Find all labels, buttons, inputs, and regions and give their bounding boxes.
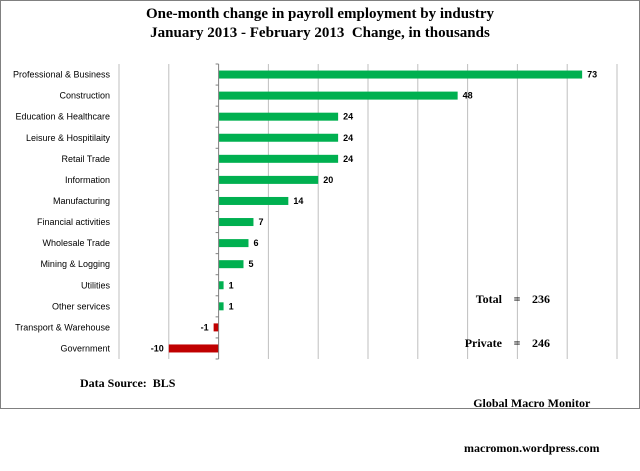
data-label: 14 (293, 196, 303, 206)
category-label: Manufacturing (53, 196, 110, 206)
category-label: Construction (59, 91, 110, 101)
category-label: Education & Healthcare (15, 112, 110, 122)
category-label: Mining & Logging (40, 259, 110, 269)
bar (218, 112, 339, 121)
data-label: 20 (323, 175, 333, 185)
private-row: Private = 246 (452, 336, 560, 350)
total-row: Total = 236 (452, 292, 560, 306)
credit-name: Global Macro Monitor (473, 396, 591, 410)
bar (218, 175, 319, 184)
total-equals: = (513, 292, 521, 306)
category-label: Professional & Business (13, 70, 111, 80)
bar (218, 239, 249, 248)
category-label: Leisure & Hospitilaity (26, 133, 111, 143)
data-label: -1 (201, 322, 209, 332)
chart-title: One-month change in payroll employment b… (0, 5, 640, 43)
bar (168, 344, 219, 353)
totals-box: Total = 236 Private = 246 (452, 262, 560, 365)
data-label: 24 (343, 133, 353, 143)
category-label: Information (65, 175, 110, 185)
private-equals: = (513, 336, 521, 350)
data-label: 1 (229, 280, 234, 290)
data-label: 7 (258, 217, 263, 227)
data-label: 5 (249, 259, 254, 269)
category-label: Government (60, 343, 110, 353)
data-label: 1 (229, 301, 234, 311)
chart-title-line1: One-month change in payroll employment b… (145, 6, 495, 22)
bar (218, 260, 244, 269)
category-label: Other services (52, 301, 111, 311)
credit-url: macromon.wordpress.com (464, 441, 600, 455)
data-label: -10 (151, 343, 164, 353)
data-label: 24 (343, 112, 353, 122)
private-value: 246 (532, 336, 550, 350)
chart-frame (0, 0, 640, 409)
private-label: Private (464, 336, 502, 350)
data-label: 24 (343, 154, 353, 164)
bar (213, 323, 219, 332)
data-label: 48 (463, 91, 473, 101)
category-label: Wholesale Trade (42, 238, 110, 248)
bar-chart: Professional & Business 73 Construction 48 E… (13, 63, 618, 360)
bar (218, 218, 254, 227)
credit: Global Macro Monitor macromon.wordpress.… (464, 366, 600, 471)
bar (218, 196, 289, 205)
bar (218, 91, 458, 100)
category-label: Transport & Warehouse (15, 322, 110, 332)
data-source: Data Source: BLS (80, 376, 176, 390)
category-label: Utilities (81, 280, 111, 290)
bar (218, 133, 339, 142)
bar (218, 154, 339, 163)
total-value: 236 (532, 292, 550, 306)
data-label: 6 (253, 238, 258, 248)
bar (218, 70, 583, 79)
data-label: 73 (587, 70, 597, 80)
chart-title-line2: January 2013 - February 2013 Change, in … (150, 25, 490, 41)
bar (218, 281, 224, 290)
total-label: Total (475, 292, 502, 306)
bar (218, 302, 224, 311)
category-label: Financial activities (37, 217, 111, 227)
category-label: Retail Trade (61, 154, 110, 164)
